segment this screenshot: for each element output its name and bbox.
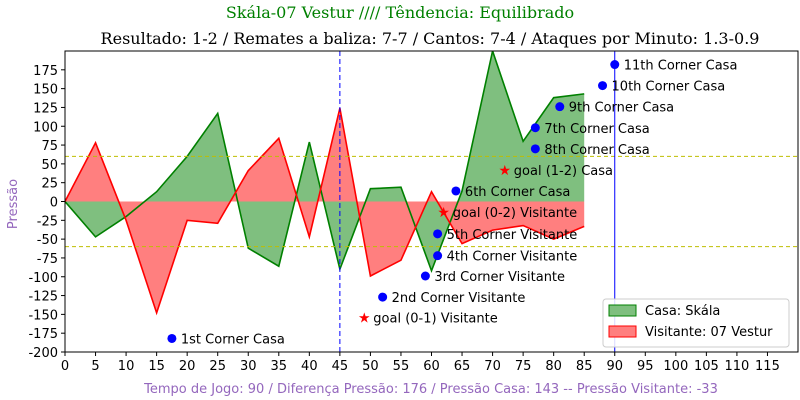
y-tick-label-6: -50 <box>37 233 58 248</box>
event-label-4: 5th Corner Visitante <box>447 228 578 243</box>
y-tick-label-5: -75 <box>37 252 58 267</box>
y-tick-label-11: 75 <box>41 139 58 154</box>
event-label-3: 4th Corner Visitante <box>447 250 578 265</box>
y-tick-label-15: 175 <box>33 64 58 79</box>
x-tick-label-21: 105 <box>694 359 719 374</box>
event-label-9: 10th Corner Casa <box>612 80 726 95</box>
event-label-11: goal (0-1) Visitante <box>373 311 497 326</box>
x-tick-label-9: 45 <box>332 359 349 374</box>
y-axis-label: Pressão <box>6 179 21 229</box>
y-tick-label-13: 125 <box>33 101 58 116</box>
legend-box <box>602 298 790 348</box>
series-area-0 <box>65 51 585 271</box>
x-tick-label-23: 115 <box>755 359 780 374</box>
series-line-0 <box>65 51 585 274</box>
legend-label-1: Visitante: 07 Vestur <box>645 325 773 340</box>
event-label-8: 9th Corner Casa <box>569 101 674 116</box>
event-label-1: 2nd Corner Visitante <box>392 291 526 306</box>
x-tick-label-15: 75 <box>515 359 532 374</box>
x-tick-label-8: 40 <box>301 359 318 374</box>
event-label-5: 6th Corner Casa <box>465 185 570 200</box>
event-label-0: 1st Corner Casa <box>181 332 285 347</box>
x-tick-label-10: 50 <box>362 359 379 374</box>
corner-marker-8 <box>555 102 565 112</box>
corner-marker-6 <box>530 123 540 133</box>
event-label-12: goal (0-2) Visitante <box>453 206 577 221</box>
x-tick-label-0: 0 <box>61 359 69 374</box>
y-tick-label-12: 100 <box>33 120 58 135</box>
x-tick-label-16: 80 <box>545 359 562 374</box>
corner-marker-5 <box>451 186 461 196</box>
corner-marker-0 <box>167 333 177 343</box>
corner-marker-9 <box>598 81 608 91</box>
series-area-1 <box>65 108 585 313</box>
y-tick-label-14: 150 <box>33 83 58 98</box>
x-tick-label-17: 85 <box>576 359 593 374</box>
x-tick-label-3: 15 <box>148 359 165 374</box>
event-label-13: goal (1-2) Casa <box>514 164 613 179</box>
legend: Casa: Skála Visitante: 07 Vestur <box>602 298 790 348</box>
y-tick-label-8: 0 <box>50 196 58 211</box>
corner-marker-2 <box>420 271 430 281</box>
x-tick-label-14: 70 <box>484 359 501 374</box>
legend-swatch-0 <box>608 304 637 317</box>
plot-area: 1st Corner Casa 2nd Corner Visitante 3rd C… <box>28 50 799 374</box>
corner-marker-7 <box>530 144 540 154</box>
corner-marker-1 <box>378 292 388 302</box>
x-tick-label-5: 25 <box>209 359 226 374</box>
y-tick-label-7: -25 <box>37 214 58 229</box>
x-tick-label-4: 20 <box>179 359 196 374</box>
x-axis-label: Tempo de Jogo: 90 / Diferença Pressão: 1… <box>143 382 718 397</box>
corner-marker-4 <box>433 229 443 239</box>
legend-label-0: Casa: Skála <box>645 304 720 319</box>
y-tick-label-10: 50 <box>41 158 58 173</box>
event-label-6: 7th Corner Casa <box>544 122 649 137</box>
y-tick-label-0: -200 <box>28 346 58 361</box>
goal-star-13: ★ <box>499 163 512 179</box>
goal-star-12: ★ <box>437 205 450 221</box>
x-tick-label-22: 110 <box>725 359 750 374</box>
x-tick-label-12: 60 <box>423 359 440 374</box>
x-tick-label-13: 65 <box>454 359 471 374</box>
event-label-2: 3rd Corner Visitante <box>434 270 565 285</box>
event-label-10: 11th Corner Casa <box>624 59 738 74</box>
y-tick-label-1: -175 <box>28 327 58 342</box>
chart-subtitle: Resultado: 1-2 / Remates a baliza: 7-7 /… <box>101 29 760 48</box>
x-tick-label-20: 100 <box>663 359 688 374</box>
chart-title: Skála-07 Vestur //// Têndencia: Equilibr… <box>226 3 574 22</box>
x-tick-label-11: 55 <box>393 359 410 374</box>
series-line-1 <box>65 108 585 316</box>
legend-swatch-1 <box>608 325 637 338</box>
x-tick-label-19: 95 <box>637 359 654 374</box>
x-tick-label-2: 10 <box>118 359 135 374</box>
y-tick-label-9: 25 <box>41 177 58 192</box>
corner-marker-3 <box>433 251 443 261</box>
y-tick-label-2: -150 <box>28 308 58 323</box>
corner-marker-10 <box>610 60 620 70</box>
x-tick-label-7: 35 <box>271 359 288 374</box>
y-tick-label-3: -125 <box>28 290 58 305</box>
x-tick-label-1: 5 <box>91 359 99 374</box>
event-label-7: 8th Corner Casa <box>544 143 649 158</box>
y-tick-label-4: -100 <box>28 271 58 286</box>
x-tick-label-6: 30 <box>240 359 257 374</box>
x-tick-label-18: 90 <box>606 359 623 374</box>
goal-star-11: ★ <box>358 310 371 326</box>
